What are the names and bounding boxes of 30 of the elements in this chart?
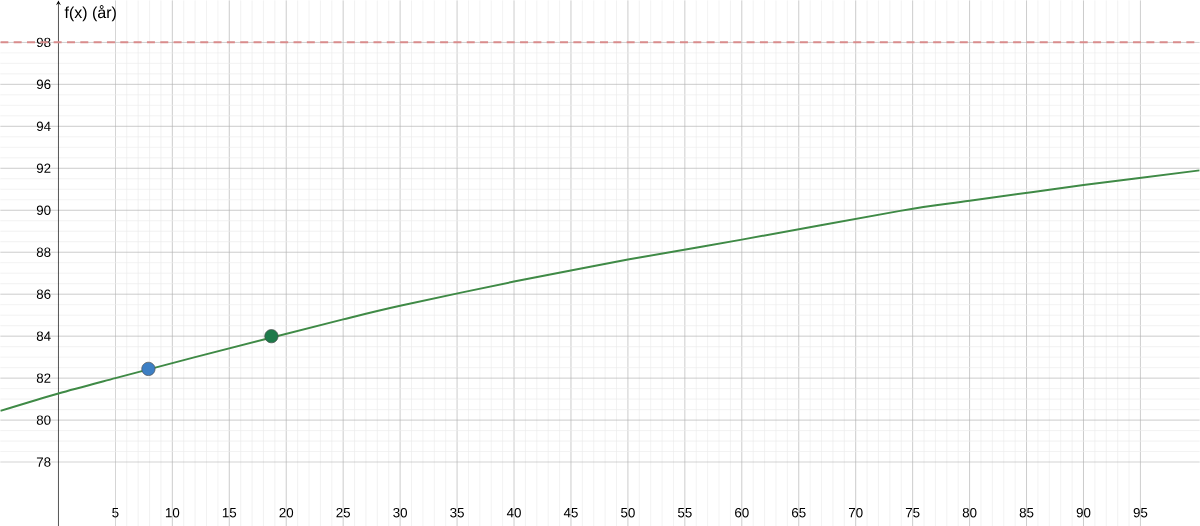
x-tick-label: 40 <box>506 507 521 518</box>
x-tick-label: 95 <box>1133 507 1148 518</box>
x-tick-label: 75 <box>905 507 920 518</box>
y-tick-label: 92 <box>36 163 51 173</box>
x-tick-label: 15 <box>222 507 237 518</box>
x-tick-label: 30 <box>393 507 408 518</box>
y-tick-label: 94 <box>36 121 51 131</box>
y-tick-label: 80 <box>36 415 51 425</box>
x-tick-label: 50 <box>621 507 635 518</box>
x-tick-label: 45 <box>563 507 578 518</box>
x-tick-label: 55 <box>677 507 692 518</box>
y-tick-label: 84 <box>36 331 51 341</box>
x-tick-label: 35 <box>450 507 464 518</box>
x-tick-label: 25 <box>336 507 351 518</box>
x-tick-label: 65 <box>792 507 806 518</box>
y-tick-label: 88 <box>36 247 51 257</box>
y-axis-title: f(x) (år) <box>64 4 116 22</box>
x-tick-label: 85 <box>1019 507 1034 518</box>
x-tick-label: 20 <box>279 507 294 518</box>
y-tick-label: 86 <box>36 289 51 299</box>
x-tick-label: 70 <box>848 507 863 518</box>
y-tick-label: 78 <box>36 457 51 467</box>
y-tick-label: 82 <box>36 373 51 383</box>
x-tick-label: 80 <box>962 507 977 518</box>
y-tick-label: 90 <box>36 205 51 215</box>
x-tick-label: 60 <box>735 507 749 518</box>
x-tick-label: 5 <box>112 507 119 518</box>
x-tick-label: 90 <box>1076 507 1091 518</box>
y-tick-label: 96 <box>36 79 51 89</box>
x-tick-label: 10 <box>165 507 180 518</box>
